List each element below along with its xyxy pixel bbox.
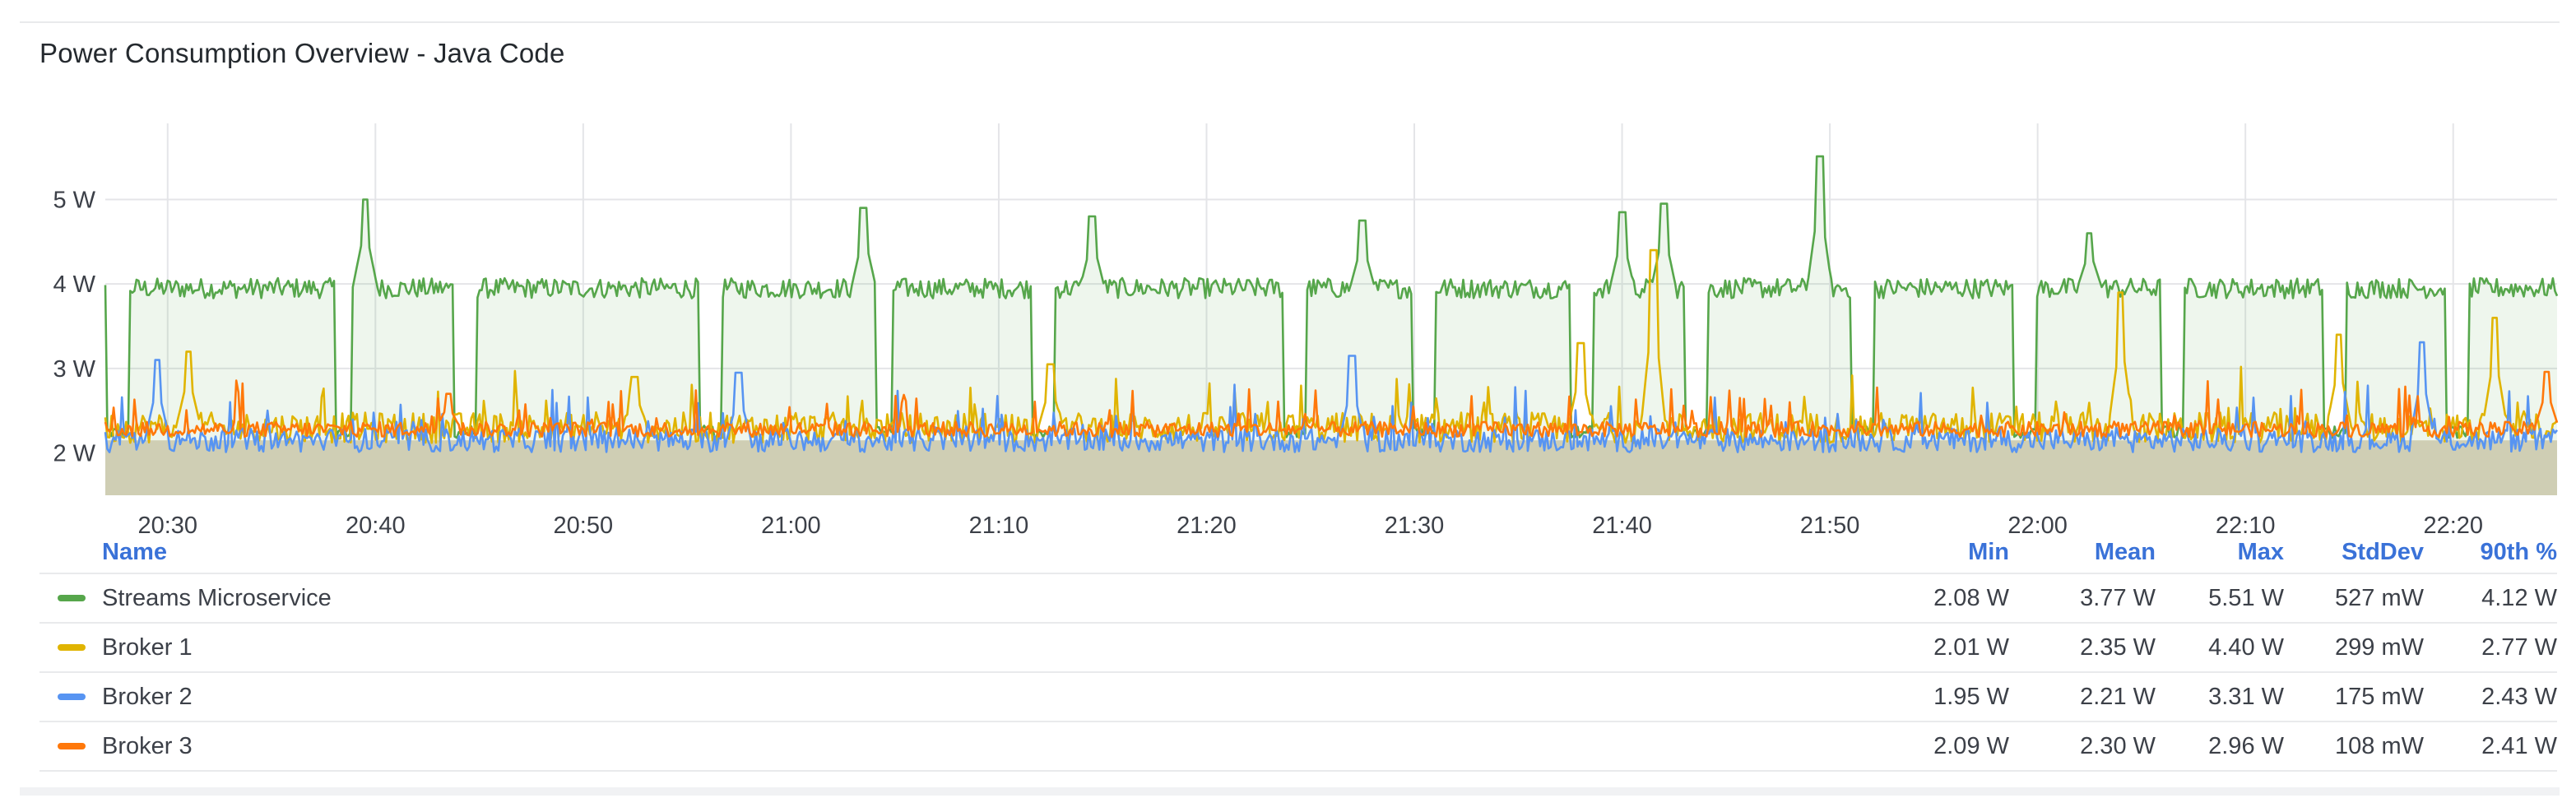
- x-tick-label: 21:40: [1592, 513, 1652, 535]
- series-name[interactable]: Broker 2: [102, 683, 193, 710]
- stat-p90: 4.12 W: [2424, 573, 2557, 623]
- floor-area: [105, 440, 2557, 495]
- stat-min: 2.01 W: [1877, 622, 2009, 672]
- stat-stddev: 299 mW: [2284, 622, 2424, 672]
- stat-stddev: 175 mW: [2284, 671, 2424, 722]
- x-tick-label: 22:00: [2007, 513, 2068, 535]
- x-tick-label: 21:50: [1800, 513, 1860, 535]
- legend-header-min[interactable]: Min: [1968, 538, 2009, 565]
- stat-mean: 2.35 W: [2009, 622, 2156, 672]
- stat-p90: 2.77 W: [2424, 622, 2557, 672]
- panel-top-divider: [20, 21, 2560, 23]
- legend-header-p90[interactable]: 90th %: [2480, 538, 2557, 565]
- series-color-swatch[interactable]: [58, 644, 86, 652]
- stat-mean: 2.30 W: [2009, 721, 2156, 772]
- power-line-chart: 2 W 3 W 4 W 5 W 20:30 20:40 20:50 21:00 21:10 21…: [53, 123, 2559, 535]
- x-tick-label: 22:10: [2216, 513, 2276, 535]
- panel-title[interactable]: Power Consumption Overview - Java Code: [39, 38, 565, 68]
- stat-stddev: 108 mW: [2284, 721, 2424, 772]
- x-axis: 20:30 20:40 20:50 21:00 21:10 21:20 21:30 21:40…: [137, 513, 2483, 535]
- stat-mean: 2.21 W: [2009, 671, 2156, 722]
- stat-max: 4.40 W: [2156, 622, 2284, 672]
- stat-min: 1.95 W: [1877, 671, 2009, 722]
- series-area-streams-microservice: [105, 156, 2557, 495]
- x-tick-label: 21:20: [1177, 513, 1237, 535]
- legend-header-mean[interactable]: Mean: [2094, 538, 2156, 565]
- x-tick-label: 21:10: [969, 513, 1029, 535]
- stat-min: 2.09 W: [1877, 721, 2009, 772]
- legend-row-broker-3[interactable]: Broker 3 2.09 W 2.30 W 2.96 W 108 mW 2.4…: [39, 721, 2557, 772]
- series-color-swatch[interactable]: [58, 595, 86, 602]
- y-tick-label: 2 W: [53, 441, 95, 467]
- stat-min: 2.08 W: [1877, 573, 2009, 623]
- y-tick-label: 5 W: [53, 187, 95, 213]
- stat-stddev: 527 mW: [2284, 573, 2424, 623]
- series-line-broker-3[interactable]: [104, 370, 2559, 438]
- legend-row-broker-2[interactable]: Broker 2 1.95 W 2.21 W 3.31 W 175 mW 2.4…: [39, 671, 2557, 722]
- x-tick-label: 20:40: [346, 513, 406, 535]
- legend-header-stddev[interactable]: StdDev: [2342, 538, 2424, 565]
- x-tick-label: 22:20: [2423, 513, 2483, 535]
- x-tick-label: 20:50: [554, 513, 614, 535]
- chart-floor-fill: [105, 440, 2557, 495]
- y-tick-label: 3 W: [53, 356, 95, 383]
- legend-name-cell[interactable]: Broker 2: [39, 671, 1877, 722]
- series-color-swatch[interactable]: [58, 743, 86, 750]
- series-name[interactable]: Broker 1: [102, 633, 193, 661]
- stat-max: 5.51 W: [2156, 573, 2284, 623]
- series-line-broker-2[interactable]: [104, 341, 2559, 453]
- x-tick-label: 20:30: [137, 513, 197, 535]
- x-tick-label: 21:30: [1385, 513, 1445, 535]
- stat-max: 2.96 W: [2156, 721, 2284, 772]
- stat-max: 3.31 W: [2156, 671, 2284, 722]
- legend-name-cell[interactable]: Broker 3: [39, 721, 1877, 772]
- legend-header-row: Name Min Mean Max StdDev 90th %: [39, 533, 2557, 573]
- series-name[interactable]: Streams Microservice: [102, 584, 332, 611]
- stat-mean: 3.77 W: [2009, 573, 2156, 623]
- legend-row-broker-1[interactable]: Broker 1 2.01 W 2.35 W 4.40 W 299 mW 2.7…: [39, 622, 2557, 672]
- legend-name-cell[interactable]: Streams Microservice: [39, 573, 1877, 623]
- legend-header-max[interactable]: Max: [2237, 538, 2284, 565]
- series-layer: [104, 155, 2559, 495]
- legend-row-streams-microservice[interactable]: Streams Microservice 2.08 W 3.77 W 5.51 …: [39, 573, 2557, 623]
- y-tick-label: 4 W: [53, 271, 95, 298]
- series-name[interactable]: Broker 3: [102, 732, 193, 759]
- legend-name-cell[interactable]: Broker 1: [39, 622, 1877, 672]
- series-color-swatch[interactable]: [58, 694, 86, 701]
- panel-bottom-bar: [20, 787, 2560, 796]
- x-tick-label: 21:00: [761, 513, 821, 535]
- legend-header-name[interactable]: Name: [102, 538, 167, 565]
- series-line-streams-microservice[interactable]: [104, 155, 2559, 439]
- y-axis: 2 W 3 W 4 W 5 W: [53, 187, 95, 466]
- stat-p90: 2.43 W: [2424, 671, 2557, 722]
- stat-p90: 2.41 W: [2424, 721, 2557, 772]
- legend-table: Name Min Mean Max StdDev 90th % Streams …: [39, 533, 2557, 772]
